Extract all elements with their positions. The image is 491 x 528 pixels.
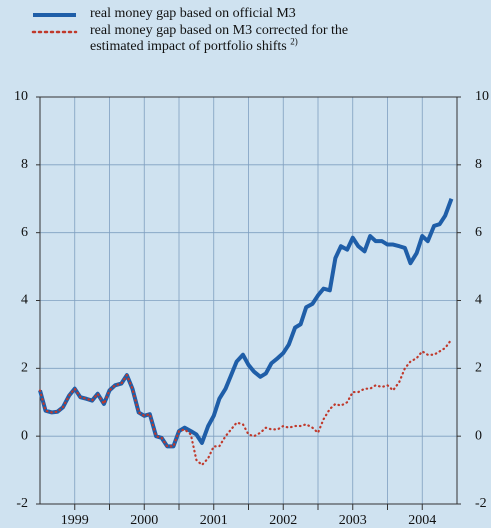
x-tick-label: 2001 [200, 513, 228, 528]
x-tick-label: 2003 [339, 513, 367, 528]
y-tick-label: 10 [14, 89, 28, 104]
y-tick-label-right: 0 [475, 428, 482, 443]
legend-entry: real money gap based on M3 corrected for… [90, 23, 390, 55]
y-tick-label-right: 10 [475, 89, 489, 104]
y-tick-label: 6 [21, 225, 28, 240]
x-tick-label: 2000 [130, 513, 158, 528]
x-tick-label: 2002 [269, 513, 297, 528]
y-tick-label-right: -2 [475, 496, 487, 511]
legend-label: real money gap based on M3 corrected for… [90, 23, 349, 54]
y-tick-label: 8 [21, 157, 28, 172]
y-tick-label-right: 6 [475, 225, 482, 240]
legend-note: 2) [290, 36, 298, 47]
line-series [38, 338, 453, 467]
x-tick-label: 1999 [61, 513, 89, 528]
y-tick-label: -2 [16, 496, 28, 511]
y-tick-label: 0 [21, 428, 28, 443]
y-tick-label: 4 [21, 293, 28, 308]
y-tick-label-right: 2 [475, 361, 482, 376]
y-tick-label-right: 8 [475, 157, 482, 172]
legend-label: real money gap based on official M3 [90, 6, 296, 21]
y-tick-label-right: 4 [475, 293, 482, 308]
line-series [38, 198, 454, 449]
y-tick-label: 2 [21, 361, 28, 376]
legend-entry: real money gap based on official M3 [90, 6, 390, 22]
x-tick-label: 2004 [408, 513, 436, 528]
